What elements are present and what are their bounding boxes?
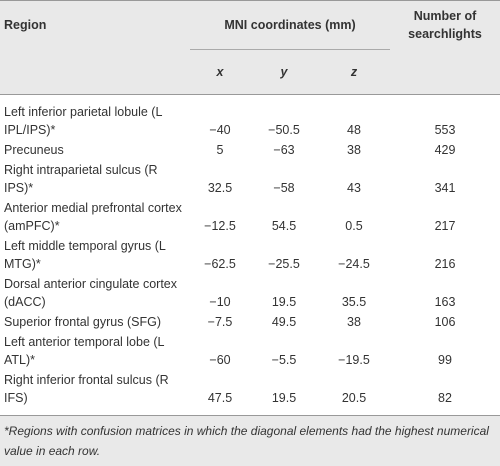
region-cell: Dorsal anterior cingulate cortex (dACC)	[4, 277, 177, 309]
value-cell: −19.5	[338, 353, 370, 367]
value-cell: −24.5	[338, 257, 370, 271]
value-cell: −60	[209, 353, 231, 367]
value-cell: 5	[216, 143, 224, 157]
region-cell: Right inferior frontal sulcus (R IFS)	[4, 373, 169, 405]
table-row: Left middle temporal gyrus (L MTG)* −62.5…	[0, 236, 500, 274]
region-cell: Left middle temporal gyrus (L MTG)*	[4, 239, 166, 271]
value-cell: 43	[347, 181, 361, 195]
table-row: Precuneus 5 −63 38 429	[0, 140, 500, 160]
value-cell: −50.5	[268, 123, 300, 137]
footnote: *Regions with confusion matrices in whic…	[0, 415, 500, 466]
value-cell: −5.5	[271, 353, 297, 367]
table-row: Right intraparietal sulcus (R IPS)* 32.5 −…	[0, 160, 500, 198]
value-cell: 49.5	[271, 315, 297, 329]
axis-z: z	[318, 49, 390, 95]
value-cell: 106	[434, 315, 456, 329]
value-cell: −58	[273, 181, 295, 195]
value-cell: 163	[434, 295, 456, 309]
table-row: Dorsal anterior cingulate cortex (dACC) −…	[0, 274, 500, 312]
value-cell: 20.5	[341, 391, 367, 405]
value-cell: 47.5	[207, 391, 233, 405]
value-cell: 341	[434, 181, 456, 195]
value-cell: 54.5	[271, 219, 297, 233]
region-cell: Anterior medial prefrontal cortex (amPFC…	[4, 201, 182, 233]
table-row: Right inferior frontal sulcus (R IFS) 47.…	[0, 370, 500, 415]
region-cell: Left inferior parietal lobule (L IPL/IPS…	[4, 105, 162, 137]
value-cell: 38	[347, 315, 361, 329]
region-cell: Superior frontal gyrus (SFG)	[4, 315, 161, 329]
value-cell: −10	[209, 295, 231, 309]
header-region: Region	[0, 0, 190, 50]
header-mni: MNI coordinates (mm)	[190, 0, 390, 50]
axis-y: y	[250, 49, 318, 95]
region-cell: Precuneus	[4, 143, 64, 157]
value-cell: −63	[273, 143, 295, 157]
value-cell: −12.5	[204, 219, 236, 233]
table-row: Superior frontal gyrus (SFG) −7.5 49.5 38 10…	[0, 312, 500, 332]
value-cell: 32.5	[207, 181, 233, 195]
value-cell: 38	[347, 143, 361, 157]
value-cell: 216	[434, 257, 456, 271]
value-cell: 48	[347, 123, 361, 137]
value-cell: 553	[434, 123, 456, 137]
value-cell: 217	[434, 219, 456, 233]
value-cell: 99	[438, 353, 452, 367]
value-cell: 35.5	[341, 295, 367, 309]
results-table: Region MNI coordinates (mm) Number of se…	[0, 0, 500, 415]
region-cell: Left anterior temporal lobe (L ATL)*	[4, 335, 165, 367]
table-row: Anterior medial prefrontal cortex (amPFC…	[0, 198, 500, 236]
value-cell: −25.5	[268, 257, 300, 271]
value-cell: 429	[434, 143, 456, 157]
value-cell: 82	[438, 391, 452, 405]
value-cell: −7.5	[207, 315, 233, 329]
value-cell: 19.5	[271, 295, 297, 309]
value-cell: 0.5	[345, 219, 363, 233]
value-cell: 19.5	[271, 391, 297, 405]
table-row: Left anterior temporal lobe (L ATL)* −60 −…	[0, 332, 500, 370]
value-cell: −62.5	[204, 257, 236, 271]
axis-x: x	[190, 49, 250, 95]
header-count: Number of searchlights	[390, 0, 500, 50]
region-cell: Right intraparietal sulcus (R IPS)*	[4, 163, 158, 195]
value-cell: −40	[209, 123, 231, 137]
table-row: Left inferior parietal lobule (L IPL/IPS…	[0, 95, 500, 141]
